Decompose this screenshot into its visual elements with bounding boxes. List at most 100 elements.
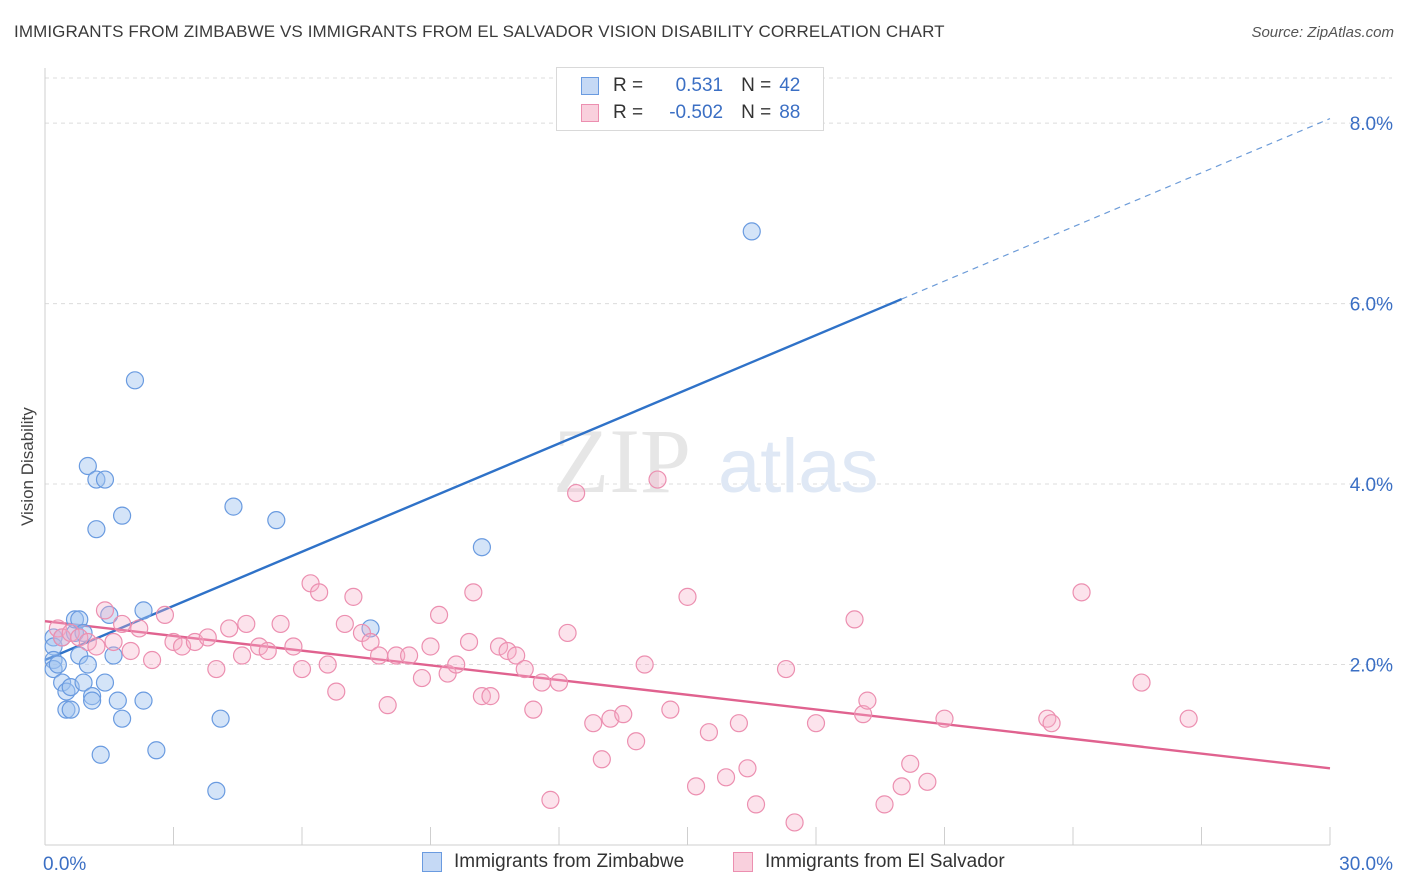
legend-swatch-zimbabwe: [581, 77, 599, 95]
point-zimbabwe: [57, 700, 76, 719]
point-el-salvador: [729, 714, 749, 733]
point-el-salvador: [220, 619, 239, 638]
point-el-salvador: [515, 659, 534, 679]
point-el-salvador: [429, 605, 449, 625]
point-zimbabwe: [48, 655, 67, 674]
legend-swatch-el-salvador: [581, 104, 599, 122]
point-el-salvador: [1042, 714, 1061, 733]
legend-row-zimbabwe: R = 0.531 N = 42: [581, 74, 800, 98]
point-zimbabwe: [112, 506, 132, 525]
point-el-salvador: [738, 759, 757, 778]
point-el-salvador: [164, 632, 183, 652]
point-el-salvador: [524, 700, 543, 719]
point-el-salvador: [121, 641, 140, 661]
y-tick-label: 4.0%: [1350, 475, 1393, 496]
source-label: Source: ZipAtlas.com: [1251, 24, 1394, 41]
point-el-salvador: [250, 637, 269, 656]
point-el-salvador: [614, 705, 633, 724]
y-tick-label: 2.0%: [1350, 656, 1393, 677]
point-zimbabwe: [61, 700, 80, 719]
point-el-salvador: [61, 623, 80, 643]
point-el-salvador: [318, 655, 337, 674]
gridlines: [45, 77, 1392, 666]
watermark-atlas: atlas: [718, 424, 879, 509]
point-zimbabwe: [267, 511, 286, 530]
point-el-salvador: [95, 601, 115, 620]
x-tick-label-end: 30.0%: [1339, 854, 1393, 875]
point-zimbabwe: [112, 709, 132, 728]
data-points: [44, 222, 1198, 832]
point-el-salvador: [104, 632, 123, 652]
point-el-salvador: [112, 614, 132, 634]
tick-labels: 2.0% 4.0% 6.0% 8.0% 0.0% 30.0%: [43, 114, 1393, 875]
point-el-salvador: [901, 754, 920, 773]
series-legend-el-salvador: Immigrants from El Salvador: [733, 851, 1005, 873]
point-el-salvador: [489, 637, 509, 656]
series-label-el-salvador: Immigrants from El Salvador: [765, 851, 1005, 872]
point-el-salvador: [626, 732, 646, 751]
point-el-salvador: [459, 632, 479, 652]
point-zimbabwe: [91, 745, 110, 764]
point-el-salvador: [686, 777, 706, 796]
point-el-salvador: [207, 659, 226, 679]
point-el-salvador: [198, 628, 217, 647]
point-el-salvador: [292, 659, 312, 679]
point-el-salvador: [584, 714, 603, 733]
point-el-salvador: [310, 583, 329, 602]
trend-lines: [44, 118, 1331, 770]
point-el-salvador: [716, 768, 736, 787]
legend-r-label: R =: [613, 102, 644, 123]
point-zimbabwe: [83, 691, 102, 710]
point-el-salvador: [806, 714, 826, 733]
point-el-salvador: [498, 641, 517, 661]
point-el-salvador: [892, 777, 911, 796]
point-el-salvador: [541, 790, 560, 809]
point-el-salvador: [237, 614, 256, 634]
point-el-salvador: [1179, 709, 1198, 728]
point-zimbabwe: [207, 781, 226, 800]
point-zimbabwe: [224, 497, 243, 516]
point-zimbabwe: [134, 691, 153, 710]
point-zimbabwe: [65, 610, 85, 629]
point-el-salvador: [532, 673, 551, 692]
point-el-salvador: [399, 646, 419, 665]
point-el-salvador: [130, 619, 149, 638]
point-zimbabwe: [104, 646, 123, 665]
point-el-salvador: [507, 646, 526, 665]
point-zimbabwe: [108, 691, 127, 710]
y-tick-label: 8.0%: [1350, 114, 1393, 135]
point-el-salvador: [558, 623, 577, 643]
point-el-salvador: [854, 705, 873, 724]
point-el-salvador: [858, 691, 877, 710]
point-el-salvador: [327, 682, 346, 701]
point-el-salvador: [344, 587, 363, 606]
legend-n-value-zimbabwe: 42: [779, 75, 801, 96]
point-el-salvador: [648, 470, 667, 489]
point-zimbabwe: [472, 538, 491, 557]
point-zimbabwe: [125, 371, 145, 390]
point-el-salvador: [875, 795, 894, 814]
point-el-salvador: [1132, 673, 1151, 692]
watermark: ZIP atlas: [553, 410, 879, 512]
point-zimbabwe: [742, 222, 761, 241]
point-el-salvador: [361, 632, 380, 652]
point-el-salvador: [699, 723, 719, 742]
point-el-salvador: [845, 610, 864, 629]
point-el-salvador: [70, 628, 89, 647]
point-zimbabwe: [134, 601, 153, 620]
point-el-salvador: [271, 614, 290, 634]
point-zimbabwe: [78, 456, 97, 476]
point-el-salvador: [258, 641, 277, 661]
legend-n-value-el-salvador: 88: [779, 102, 801, 123]
point-el-salvador: [592, 750, 611, 769]
point-zimbabwe: [87, 520, 106, 539]
x-tick-label-start: 0.0%: [43, 854, 86, 875]
legend-n-label: N =: [741, 102, 772, 123]
trend-extension-zimbabwe: [901, 118, 1331, 300]
point-el-salvador: [335, 614, 354, 634]
point-el-salvador: [155, 605, 175, 625]
series-swatch-zimbabwe: [422, 852, 442, 872]
point-el-salvador: [918, 772, 937, 791]
point-zimbabwe: [147, 741, 166, 760]
series-swatch-el-salvador: [733, 852, 753, 872]
